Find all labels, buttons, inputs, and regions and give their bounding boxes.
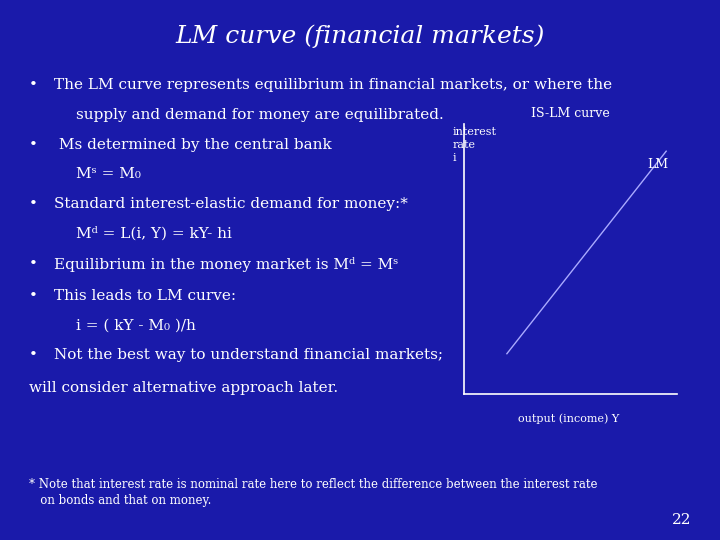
Text: Mˢ = M₀: Mˢ = M₀: [76, 167, 140, 181]
Text: Standard interest-elastic demand for money:*: Standard interest-elastic demand for mon…: [54, 197, 408, 211]
Text: i: i: [452, 153, 456, 163]
Title: IS-LM curve: IS-LM curve: [531, 107, 610, 120]
Text: •: •: [29, 197, 37, 211]
Text: supply and demand for money are equilibrated.: supply and demand for money are equilibr…: [76, 108, 444, 122]
Text: •: •: [29, 256, 37, 271]
Text: The LM curve represents equilibrium in financial markets, or where the: The LM curve represents equilibrium in f…: [54, 78, 612, 92]
Text: •: •: [29, 138, 37, 152]
Text: •: •: [29, 78, 37, 92]
Text: on bonds and that on money.: on bonds and that on money.: [29, 494, 211, 507]
Text: interest: interest: [452, 127, 496, 137]
Text: rate: rate: [452, 140, 475, 151]
Text: output (income) Y: output (income) Y: [518, 413, 619, 424]
Text: * Note that interest rate is nominal rate here to reflect the difference between: * Note that interest rate is nominal rat…: [29, 478, 598, 491]
Text: i = ( kY - M₀ )/h: i = ( kY - M₀ )/h: [76, 319, 195, 333]
Text: will consider alternative approach later.: will consider alternative approach later…: [29, 381, 338, 395]
Text: Equilibrium in the money market is Mᵈ = Mˢ: Equilibrium in the money market is Mᵈ = …: [54, 256, 398, 272]
Text: •: •: [29, 348, 37, 362]
Text: •: •: [29, 289, 37, 303]
Text: 22: 22: [672, 512, 691, 526]
Text: Ms determined by the central bank: Ms determined by the central bank: [54, 138, 332, 152]
Text: LM curve (financial markets): LM curve (financial markets): [175, 24, 545, 48]
Text: LM: LM: [647, 158, 668, 171]
Text: Mᵈ = L(i, Y) = kY- hi: Mᵈ = L(i, Y) = kY- hi: [76, 227, 231, 241]
Text: Not the best way to understand financial markets;: Not the best way to understand financial…: [54, 348, 443, 362]
Text: This leads to LM curve:: This leads to LM curve:: [54, 289, 236, 303]
